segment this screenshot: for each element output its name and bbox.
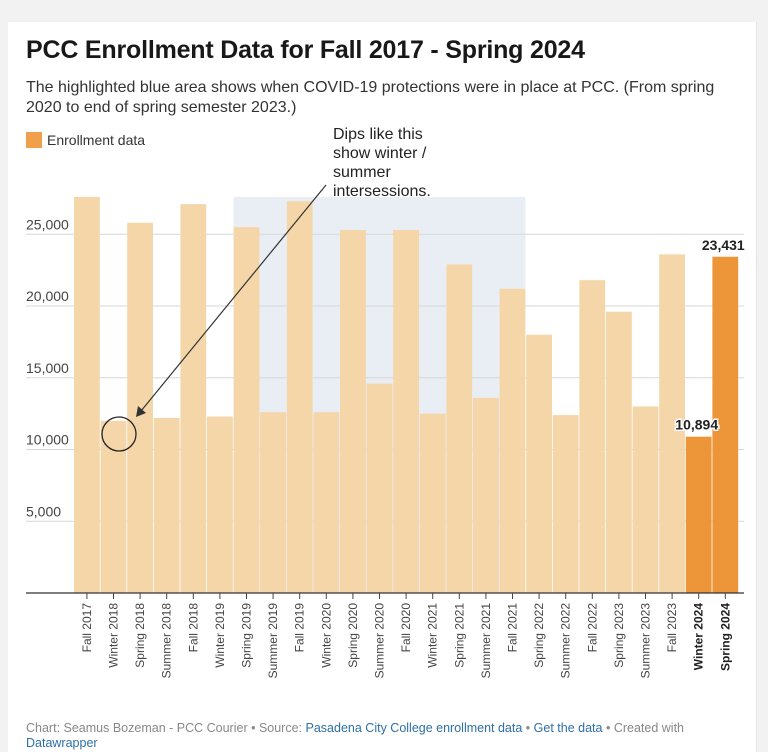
bar: [526, 334, 552, 593]
bar: [286, 201, 313, 593]
bar: [606, 311, 632, 593]
x-tick-label: Spring 2020: [346, 603, 360, 668]
x-tick-label: Fall 2022: [585, 603, 599, 653]
bar: [393, 229, 419, 593]
x-tick-label: Summer 2020: [373, 603, 387, 679]
bar: [207, 416, 233, 593]
legend-swatch: [26, 132, 42, 148]
x-tick-label: Spring 2019: [240, 603, 254, 668]
footer: Chart: Seamus Bozeman - PCC Courier • So…: [26, 721, 742, 751]
x-tick-label: Fall 2018: [186, 603, 200, 653]
bar: [446, 264, 473, 593]
annotation-text: intersessions.: [333, 183, 431, 200]
footer-source-prefix: • Source:: [251, 721, 303, 735]
x-tick-label: Winter 2024: [692, 603, 706, 671]
bar: [499, 288, 526, 593]
y-tick-label: 10,000: [26, 432, 69, 448]
source-link[interactable]: Pasadena City College enrollment data: [305, 721, 523, 735]
chart-subtitle: The highlighted blue area shows when COV…: [26, 79, 715, 116]
bar: [180, 204, 207, 594]
legend: Enrollment data: [26, 131, 145, 149]
annotation-circle: [101, 416, 137, 452]
x-tick-label: Fall 2023: [665, 603, 679, 653]
bar: [366, 383, 393, 593]
x-tick-label: Winter 2019: [213, 603, 227, 668]
bar: [260, 412, 286, 593]
chart-title: PCC Enrollment Data for Fall 2017 - Spri…: [26, 36, 585, 64]
x-tick-label: Spring 2018: [133, 603, 147, 668]
x-tick-label: Summer 2022: [559, 603, 573, 679]
annotation-arrow: [140, 184, 327, 412]
x-tick-label: Summer 2018: [160, 603, 174, 679]
annotation-arrowhead: [136, 406, 146, 417]
bar: [74, 196, 100, 593]
x-tick-label: Summer 2021: [479, 603, 493, 679]
footer-credit: Chart: Seamus Bozeman - PCC Courier: [26, 721, 248, 735]
data-label: 10,894: [675, 417, 718, 433]
bar: [552, 415, 579, 593]
bar: [579, 280, 606, 593]
bar: [659, 254, 685, 593]
bar: [340, 229, 366, 593]
y-tick-label: 20,000: [26, 288, 69, 304]
x-tick-label: Fall 2017: [80, 603, 94, 653]
y-tick-label: 15,000: [26, 360, 69, 376]
bar: [685, 436, 712, 593]
get-data-link[interactable]: Get the data: [533, 721, 603, 735]
bar: [632, 406, 659, 593]
y-tick-label: 5,000: [26, 503, 61, 519]
chart-card: PCC Enrollment Data for Fall 2017 - Spri…: [8, 22, 757, 752]
x-tick-label: Spring 2023: [612, 603, 626, 668]
bar: [473, 397, 499, 593]
datawrapper-link[interactable]: Datawrapper: [26, 736, 98, 750]
y-tick-label: 25,000: [26, 216, 69, 232]
footer-sep: •: [525, 721, 531, 735]
x-tick-label: Spring 2022: [532, 603, 546, 668]
bar: [100, 420, 127, 593]
x-tick-label: Fall 2021: [506, 603, 520, 653]
bar: [313, 412, 340, 593]
bar-chart: 5,000 10,000 15,000 20,000 25,000 Fall 2017 Wi…: [26, 126, 746, 679]
annotation-text: summer: [333, 164, 391, 181]
data-label: 23,431: [702, 237, 745, 253]
x-tick-label: Winter 2020: [319, 603, 333, 668]
bar: [419, 413, 446, 593]
x-tick-label: Fall 2020: [399, 603, 413, 653]
bar: [712, 256, 739, 593]
bar: [233, 227, 260, 593]
x-tick-label: Winter 2018: [107, 603, 121, 668]
legend-label: Enrollment data: [47, 132, 146, 148]
x-tick-label: Spring 2021: [452, 603, 466, 668]
annotation-text: show winter /: [333, 145, 427, 162]
annotation-text: Dips like this: [333, 126, 423, 143]
x-tick-label: Spring 2024: [718, 603, 732, 671]
x-tick-label: Summer 2023: [639, 603, 653, 679]
x-tick-label: Fall 2019: [293, 603, 307, 653]
x-tick-label: Winter 2021: [426, 603, 440, 668]
x-tick-label: Summer 2019: [266, 603, 280, 679]
bar: [153, 417, 180, 593]
footer-created-with: • Created with: [605, 721, 684, 735]
